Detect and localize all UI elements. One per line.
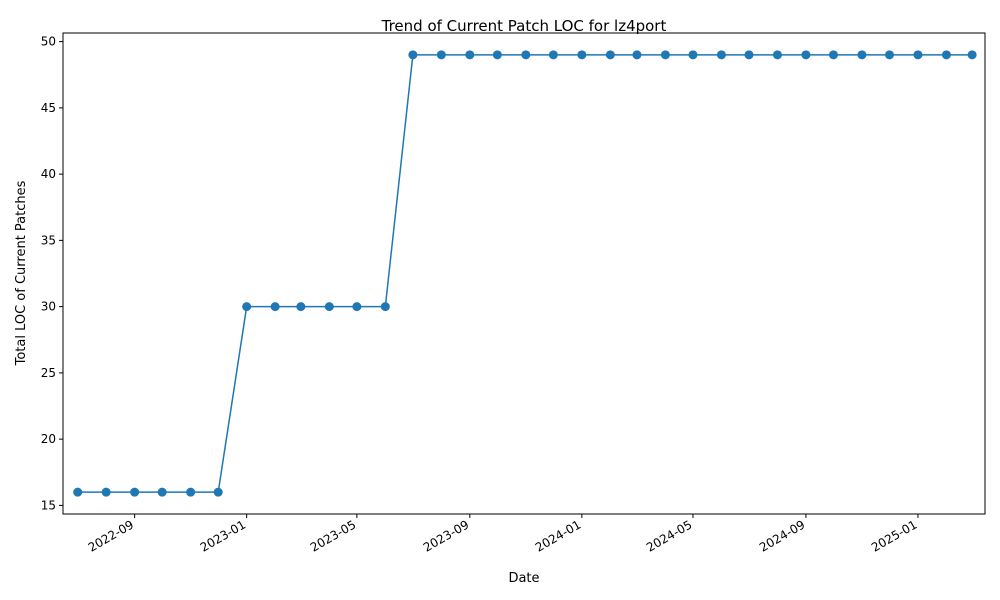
x-tick-label: 2024-05 bbox=[644, 517, 694, 554]
data-point bbox=[73, 487, 83, 497]
data-point bbox=[605, 50, 615, 60]
data-point bbox=[521, 50, 531, 60]
data-point bbox=[660, 50, 670, 60]
x-tick-label: 2024-09 bbox=[757, 517, 807, 554]
data-point bbox=[213, 487, 223, 497]
x-tick-label: 2025-01 bbox=[869, 517, 919, 554]
plot-area bbox=[62, 32, 986, 515]
data-point bbox=[801, 50, 811, 60]
data-point bbox=[436, 50, 446, 60]
x-tick-label: 2023-09 bbox=[421, 517, 471, 554]
x-tick-label: 2024-01 bbox=[533, 517, 583, 554]
data-point bbox=[492, 50, 502, 60]
data-point bbox=[324, 302, 334, 312]
data-point bbox=[967, 50, 977, 60]
data-point bbox=[772, 50, 782, 60]
y-tick-label: 25 bbox=[41, 366, 56, 380]
data-point bbox=[101, 487, 111, 497]
data-point bbox=[157, 487, 167, 497]
data-point bbox=[130, 487, 140, 497]
data-point bbox=[380, 302, 390, 312]
data-point bbox=[186, 487, 196, 497]
y-tick-label: 45 bbox=[41, 101, 56, 115]
series-line bbox=[77, 54, 973, 493]
y-axis: 15 20 25 30 35 40 45 50 bbox=[41, 35, 63, 512]
series-markers bbox=[73, 50, 977, 497]
data-point bbox=[744, 50, 754, 60]
data-point bbox=[857, 50, 867, 60]
y-tick-label: 40 bbox=[41, 167, 56, 181]
data-point bbox=[941, 50, 951, 60]
data-point bbox=[884, 50, 894, 60]
x-tick-label: 2023-05 bbox=[308, 517, 358, 554]
data-point bbox=[270, 302, 280, 312]
data-point bbox=[913, 50, 923, 60]
y-tick-label: 15 bbox=[41, 498, 56, 512]
y-tick-label: 35 bbox=[41, 233, 56, 247]
data-point bbox=[577, 50, 587, 60]
data-point bbox=[828, 50, 838, 60]
data-point bbox=[242, 302, 252, 312]
data-point bbox=[632, 50, 642, 60]
data-point bbox=[688, 50, 698, 60]
data-point bbox=[716, 50, 726, 60]
x-axis-label: Date bbox=[508, 571, 539, 586]
data-point bbox=[352, 302, 362, 312]
y-axis-label: Total LOC of Current Patches bbox=[14, 180, 29, 366]
data-point bbox=[548, 50, 558, 60]
y-tick-label: 30 bbox=[41, 300, 56, 314]
y-tick-label: 50 bbox=[41, 35, 56, 49]
y-tick-label: 20 bbox=[41, 432, 56, 446]
x-tick-label: 2023-01 bbox=[198, 517, 248, 554]
data-point bbox=[296, 302, 306, 312]
x-tick-label: 2022-09 bbox=[86, 517, 136, 554]
data-point bbox=[465, 50, 475, 60]
x-axis: 2022-09 2023-01 2023-05 2023-09 2024-01 2024-… bbox=[86, 514, 919, 555]
chart-title: Trend of Current Patch LOC for lz4port bbox=[381, 17, 667, 35]
data-point bbox=[408, 50, 418, 60]
